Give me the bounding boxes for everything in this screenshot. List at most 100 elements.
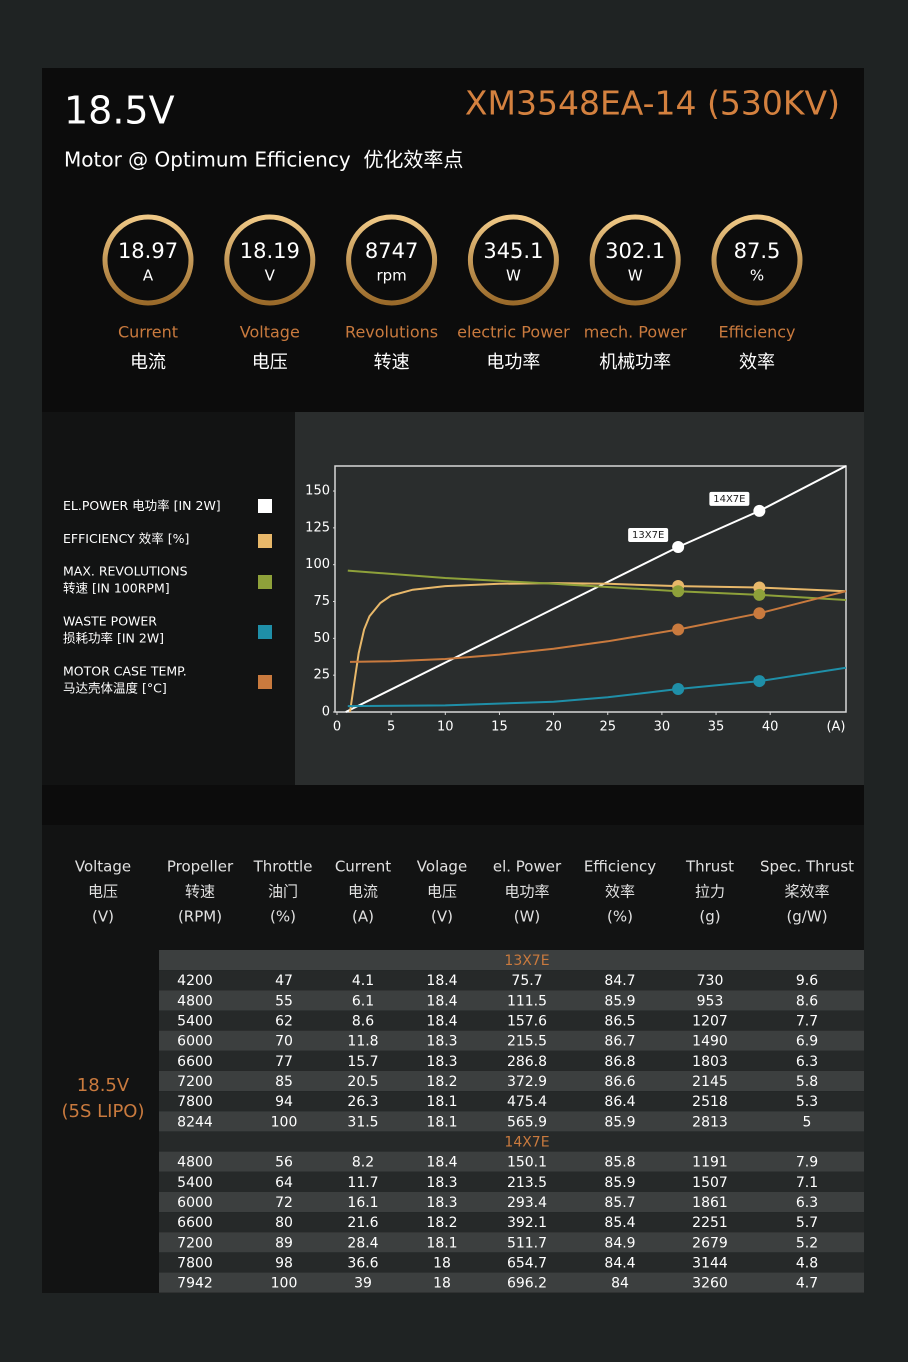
table-cell: 213.5 [507, 1175, 547, 1191]
gauge-label-zh: 机械功率 [599, 352, 671, 373]
column-header: 桨效率 [784, 883, 829, 901]
table-cell: 3260 [692, 1276, 728, 1292]
table-cell: 94 [275, 1094, 293, 1110]
gauge-label: electric Power [457, 323, 570, 342]
table-cell: 4800 [177, 993, 213, 1009]
group-header: 13X7E [504, 953, 549, 969]
table-cell: 86.7 [604, 1034, 635, 1050]
column-header: Propeller [167, 858, 234, 876]
table-row [159, 1070, 864, 1092]
gauge-label: Revolutions [345, 323, 438, 342]
table-cell: 8.6 [352, 1014, 374, 1030]
table-cell: 98 [275, 1255, 293, 1271]
gauge-ring [589, 214, 681, 306]
table-row [159, 1252, 864, 1273]
column-header: 油门 [268, 883, 298, 901]
table-cell: 372.9 [507, 1074, 547, 1090]
table-cell: 7200 [177, 1074, 213, 1090]
column-header: 转速 [185, 883, 215, 901]
legend-swatch [258, 534, 272, 548]
table-row [159, 1030, 864, 1051]
table-cell: 75.7 [511, 973, 542, 989]
legend-label: EFFICIENCY 效率 [%] [63, 531, 189, 546]
column-header: Volage [417, 858, 467, 876]
table-cell: 4.8 [796, 1255, 818, 1271]
table-cell: 7.7 [796, 1014, 818, 1030]
gauge-unit: A [143, 267, 154, 285]
table-cell: 6.3 [796, 1054, 818, 1070]
table-cell: 18.3 [426, 1034, 457, 1050]
annotation-text: 13X7E [632, 530, 664, 541]
y-tick-label: 25 [313, 668, 330, 683]
x-tick-label: 25 [599, 720, 616, 735]
table-cell: 100 [271, 1114, 298, 1130]
series-line [345, 465, 847, 713]
table-cell: 86.4 [604, 1094, 635, 1110]
column-header: 拉力 [695, 883, 725, 901]
series-line [347, 569, 847, 601]
series-marker [672, 541, 685, 554]
table-cell: 2251 [692, 1215, 728, 1231]
gauge-label: Current [118, 323, 178, 342]
legend-label: MAX. REVOLUTIONS 转速 [IN 100RPM] [63, 563, 188, 595]
table-row [159, 970, 864, 991]
column-header: 效率 [605, 883, 635, 901]
table-cell: 7.9 [796, 1155, 818, 1171]
table-cell: 28.4 [347, 1235, 378, 1251]
table-cell: 11.7 [347, 1175, 378, 1191]
table-cell: 6600 [177, 1215, 213, 1231]
table-cell: 85.4 [604, 1215, 635, 1231]
table-cell: 11.8 [347, 1034, 378, 1050]
table-row [159, 950, 864, 971]
series-marker [672, 623, 685, 636]
table-cell: 64 [275, 1175, 293, 1191]
table-cell: 18.3 [426, 1195, 457, 1211]
legend-swatch [258, 575, 272, 589]
table-cell: 18.3 [426, 1054, 457, 1070]
table-cell: 18.4 [426, 1014, 457, 1030]
table-cell: 7800 [177, 1094, 213, 1110]
table-cell: 7942 [177, 1276, 213, 1292]
column-header: Voltage [75, 858, 131, 876]
column-header: (V) [92, 908, 114, 926]
table-cell: 9.6 [796, 973, 818, 989]
table-row [159, 1131, 864, 1152]
y-tick-label: 100 [305, 557, 330, 572]
gauge-label-zh: 电功率 [486, 352, 540, 373]
table-cell: 8.6 [796, 993, 818, 1009]
table-cell: 89 [275, 1235, 293, 1251]
gauge-unit: V [265, 267, 276, 285]
table-cell: 4800 [177, 1155, 213, 1171]
table-cell: 475.4 [507, 1094, 547, 1110]
table-cell: 730 [697, 973, 724, 989]
table-cell: 5.2 [796, 1235, 818, 1251]
table-cell: 36.6 [347, 1255, 378, 1271]
table-cell: 5400 [177, 1014, 213, 1030]
column-header: (g/W) [786, 908, 827, 926]
table-cell: 5.8 [796, 1074, 818, 1090]
gauge-label-zh: 电流 [130, 352, 166, 373]
gauge-ring [467, 214, 559, 306]
gauge-ring [346, 214, 438, 306]
table-cell: 293.4 [507, 1195, 547, 1211]
table-cell: 696.2 [507, 1276, 547, 1292]
column-header: (%) [607, 908, 633, 926]
table-cell: 85.9 [604, 1114, 635, 1130]
table-cell: 86.8 [604, 1054, 635, 1070]
gauge-label: Voltage [240, 323, 300, 342]
table-cell: 4200 [177, 973, 213, 989]
table-cell: 55 [275, 993, 293, 1009]
y-tick-label: 125 [305, 520, 330, 535]
column-header: 电压 [88, 883, 118, 901]
table-cell: 1507 [692, 1175, 728, 1191]
column-header: Thrust [685, 858, 734, 876]
column-header: Current [335, 858, 391, 876]
column-header: (RPM) [178, 908, 222, 926]
y-tick-label: 75 [313, 594, 330, 609]
table-cell: 5 [803, 1114, 812, 1130]
gauge-unit: % [750, 267, 764, 285]
table-cell: 392.1 [507, 1215, 547, 1231]
table-cell: 111.5 [507, 993, 547, 1009]
gauge-value: 345.1 [483, 239, 543, 263]
